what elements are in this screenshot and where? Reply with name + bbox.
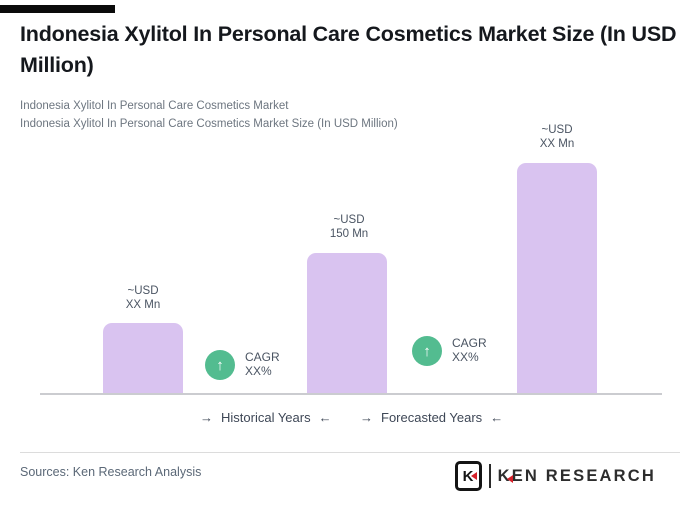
bar-1-value-label: ~USD XX Mn <box>103 284 183 312</box>
cagr-badge-1: ↑ <box>205 350 235 380</box>
bar-1-label-line2: XX Mn <box>125 299 161 311</box>
up-arrow-icon: ↑ <box>216 356 224 374</box>
cagr-1-line1: CAGR <box>245 350 280 364</box>
historical-years-label: → Historical Years ← <box>200 410 332 425</box>
bar-3-label-line1: ~USD <box>541 124 573 136</box>
brand-name: KEN RESEARCH <box>497 466 656 485</box>
forecasted-years-label: → Forecasted Years ← <box>360 410 503 425</box>
left-arrow-icon: ← <box>318 410 332 425</box>
bar-2-label-line2: 150 Mn <box>329 228 369 240</box>
left-arrow-icon: ← <box>490 410 504 425</box>
bar-3-value-label: ~USD XX Mn <box>517 123 597 151</box>
sources-text: Sources: Ken Research Analysis <box>20 465 202 479</box>
bar-3 <box>517 163 597 394</box>
chart-subtitle: Indonesia Xylitol In Personal Care Cosme… <box>20 97 680 133</box>
x-axis-baseline <box>40 393 662 395</box>
footer-divider <box>20 452 680 453</box>
forecasted-years-text: Forecasted Years <box>381 410 483 425</box>
cagr-badge-2: ↑ <box>412 336 442 366</box>
red-wedge-icon <box>506 474 513 483</box>
logo-text-wrap: KEN RESEARCH <box>498 467 656 486</box>
page-title: Indonesia Xylitol In Personal Care Cosme… <box>20 22 677 77</box>
ken-research-emblem-icon: K <box>454 461 482 491</box>
cagr-text-2: CAGR XX% <box>452 336 487 364</box>
bar-3-label-line2: XX Mn <box>539 138 575 150</box>
subtitle-line-2: Indonesia Xylitol In Personal Care Cosme… <box>20 118 398 130</box>
subtitle-line-1: Indonesia Xylitol In Personal Care Cosme… <box>20 100 289 112</box>
bar-2 <box>307 253 387 394</box>
historical-years-text: Historical Years <box>221 410 311 425</box>
cagr-text-1: CAGR XX% <box>245 350 280 378</box>
up-arrow-icon: ↑ <box>423 342 431 360</box>
right-arrow-icon: → <box>200 410 213 425</box>
emblem-letter: K <box>462 467 474 485</box>
red-wedge-icon <box>470 472 477 480</box>
ken-research-logo: K KEN RESEARCH <box>454 461 656 491</box>
cagr-2-line2: XX% <box>452 349 479 364</box>
cagr-1-line2: XX% <box>245 363 272 378</box>
bar-1 <box>103 323 183 394</box>
bar-2-value-label: ~USD 150 Mn <box>307 213 391 241</box>
top-left-dark-strip <box>0 5 115 13</box>
bar-2-label-line1: ~USD <box>333 214 365 226</box>
bar-1-label-line1: ~USD <box>127 285 159 297</box>
right-arrow-icon: → <box>360 410 373 425</box>
cagr-2-line1: CAGR <box>452 336 487 350</box>
logo-divider-bar <box>488 464 491 488</box>
